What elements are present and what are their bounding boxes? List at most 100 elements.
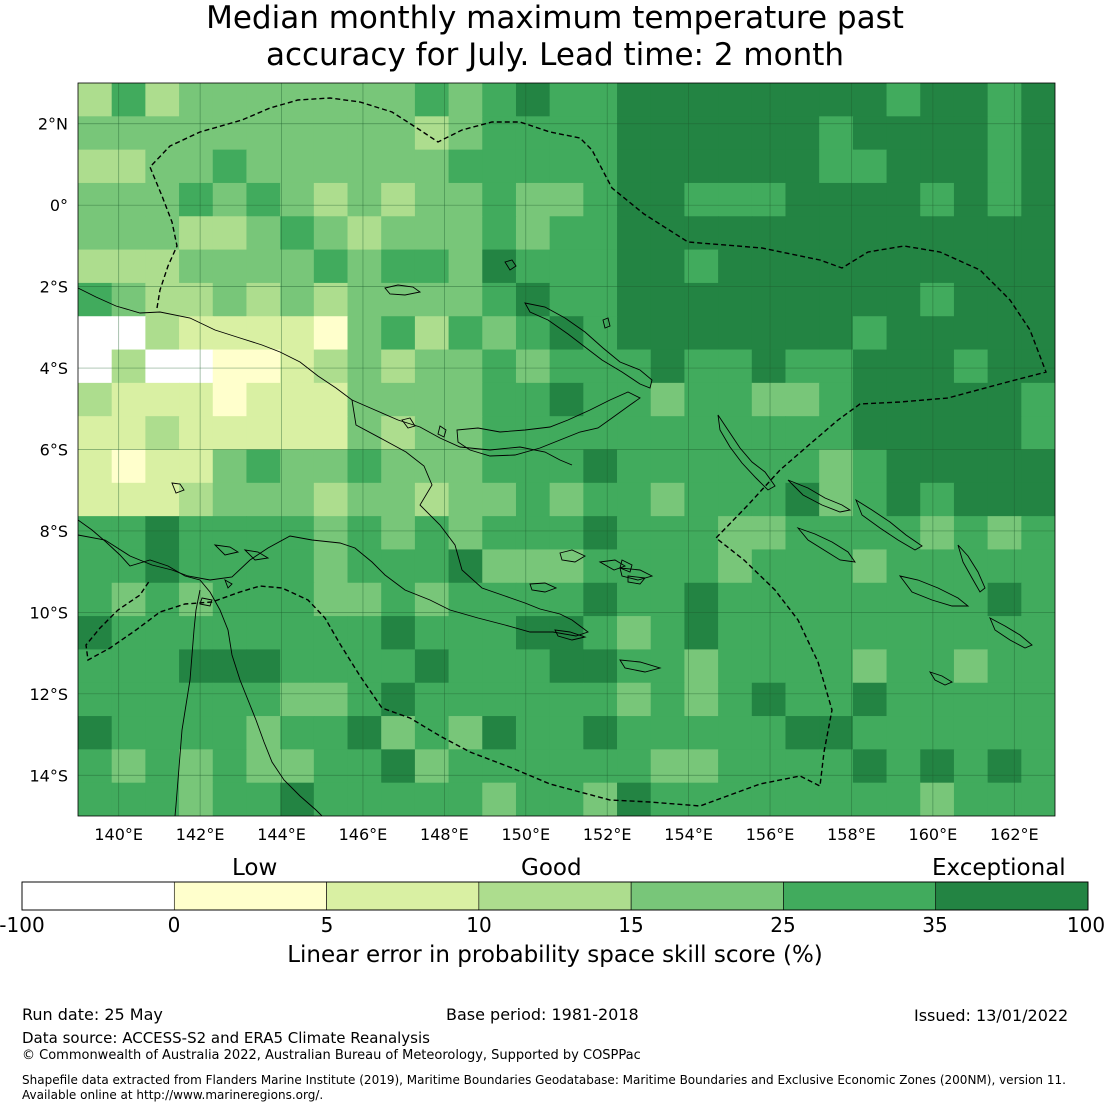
grid-cell <box>852 316 888 351</box>
grid-cell <box>617 83 652 117</box>
grid-cell <box>617 349 652 384</box>
longitude-tick-label: 142°E <box>176 825 225 844</box>
grid-cell <box>246 449 281 484</box>
grid-cell <box>785 682 820 717</box>
grid-cell <box>414 249 450 284</box>
grid-cell <box>650 349 686 384</box>
grid-cell <box>650 83 686 117</box>
latitude-tick-label: 10°S <box>29 603 68 622</box>
grid-cell <box>886 482 921 517</box>
grid-cell <box>852 682 888 717</box>
grid-cell <box>583 616 618 651</box>
grid-cell <box>987 182 1022 217</box>
grid-cell <box>381 482 416 517</box>
grid-cell <box>953 582 989 617</box>
grid-cell <box>751 749 787 784</box>
grid-cell <box>482 516 517 551</box>
colorbar-bin <box>630 881 784 911</box>
grid-cell <box>684 582 719 617</box>
grid-cell <box>920 216 955 251</box>
grid-cell <box>819 349 854 384</box>
grid-cell <box>953 83 989 117</box>
grid-cell <box>313 449 349 484</box>
grid-cell <box>246 782 281 816</box>
grid-cell <box>414 716 450 750</box>
grid-cell <box>819 316 854 351</box>
coastline-trobriand <box>619 559 646 585</box>
coastline-malaita <box>957 544 986 593</box>
grid-cell <box>785 749 820 784</box>
grid-cell <box>819 782 854 816</box>
grid-cell <box>515 282 551 317</box>
colorbar-tick: 0 <box>167 913 181 937</box>
grid-cell <box>819 382 854 417</box>
grid-cell <box>313 716 349 750</box>
grid-cell <box>482 782 517 816</box>
grid-cell <box>280 249 315 284</box>
grid-cell <box>145 449 180 484</box>
grid-cell <box>78 749 113 784</box>
grid-cell <box>246 516 281 551</box>
grid-cell <box>920 149 955 184</box>
grid-cell <box>145 482 180 517</box>
grid-cell <box>583 282 618 317</box>
grid-cell <box>246 249 281 284</box>
grid-cell <box>617 749 652 784</box>
grid-cell <box>448 682 483 717</box>
grid-cell <box>953 116 989 151</box>
grid-cell <box>78 416 113 451</box>
grid-cell <box>448 749 483 784</box>
grid-cell <box>179 382 214 417</box>
grid-cell <box>953 682 989 717</box>
grid-cell <box>515 216 551 251</box>
grid-cell <box>448 649 483 684</box>
grid-cell <box>313 649 349 684</box>
coastline-huon <box>351 399 573 466</box>
grid-cell <box>246 216 281 251</box>
colorbar-bin <box>173 881 327 911</box>
grid-cell <box>280 716 315 750</box>
grid-cell <box>482 216 517 251</box>
grid-cell <box>78 316 113 351</box>
grid-cell <box>920 616 955 651</box>
title-line-1: Median monthly maximum temperature past <box>206 0 904 36</box>
grid-cell <box>819 416 854 451</box>
grid-cell <box>617 549 652 584</box>
grid-cell <box>684 149 719 184</box>
grid-cell <box>347 282 382 317</box>
grid-cell <box>920 449 955 484</box>
grid-cell <box>987 482 1022 517</box>
grid-cell <box>212 549 248 584</box>
grid-cell <box>482 83 517 117</box>
grid-cell <box>313 382 349 417</box>
grid-cell <box>347 249 382 284</box>
colorbar-tick: 5 <box>320 913 334 937</box>
grid-cell <box>414 749 450 784</box>
grid-cell <box>381 282 416 317</box>
grid-cell <box>246 549 281 584</box>
grid-cell <box>111 682 146 717</box>
grid-cell <box>549 83 584 117</box>
grid-cell <box>347 382 382 417</box>
grid-cell <box>684 716 719 750</box>
grid-cell <box>785 482 820 517</box>
grid-cell <box>313 182 349 217</box>
grid-cell <box>381 149 416 184</box>
grid-cell <box>684 449 719 484</box>
grid-cell <box>280 449 315 484</box>
grid-cell <box>886 382 921 417</box>
grid-cell <box>111 349 146 384</box>
grid-cell <box>246 682 281 717</box>
grid-cell <box>515 716 551 750</box>
grid-cell <box>953 749 989 784</box>
grid-cell <box>1021 382 1055 417</box>
grid-cell <box>650 416 686 451</box>
grid-cell <box>414 149 450 184</box>
grid-cell <box>718 149 753 184</box>
grid-cell <box>414 782 450 816</box>
grid-cell <box>246 382 281 417</box>
grid-cell <box>78 549 113 584</box>
grid-cell <box>381 382 416 417</box>
grid-cell <box>280 782 315 816</box>
longitude-tick-label: 154°E <box>664 825 713 844</box>
